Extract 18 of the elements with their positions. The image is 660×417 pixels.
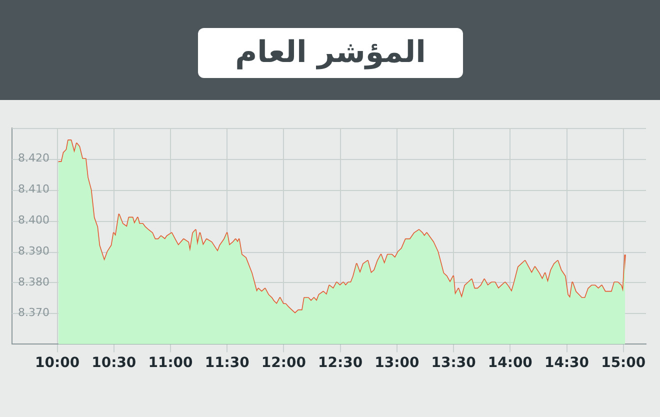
x-tick-label: 14:00	[488, 355, 533, 372]
x-tick-label: 10:00	[34, 355, 80, 372]
x-tick-label: 12:00	[261, 355, 306, 372]
y-tick-label: 8.420	[18, 152, 50, 165]
y-tick-label: 8.390	[18, 244, 50, 258]
x-tick-label: 11:00	[148, 355, 194, 372]
x-tick-label: 10:30	[92, 355, 136, 372]
y-tick-label: 8.370	[18, 306, 50, 320]
y-tick-label: 8.410	[18, 182, 50, 196]
x-tick-label: 12:30	[318, 355, 363, 372]
x-tick-label: 13:30	[431, 355, 476, 372]
x-tick-label: 14:30	[544, 355, 590, 372]
y-tick-label: 8.380	[18, 275, 50, 288]
x-tick-label: 11:30	[204, 355, 250, 372]
chart-title: المؤشر العام	[198, 28, 463, 78]
y-tick-label: 8.400	[18, 214, 50, 227]
x-tick-label: 13:00	[374, 355, 420, 372]
x-tick-label: 15:00	[601, 355, 646, 372]
